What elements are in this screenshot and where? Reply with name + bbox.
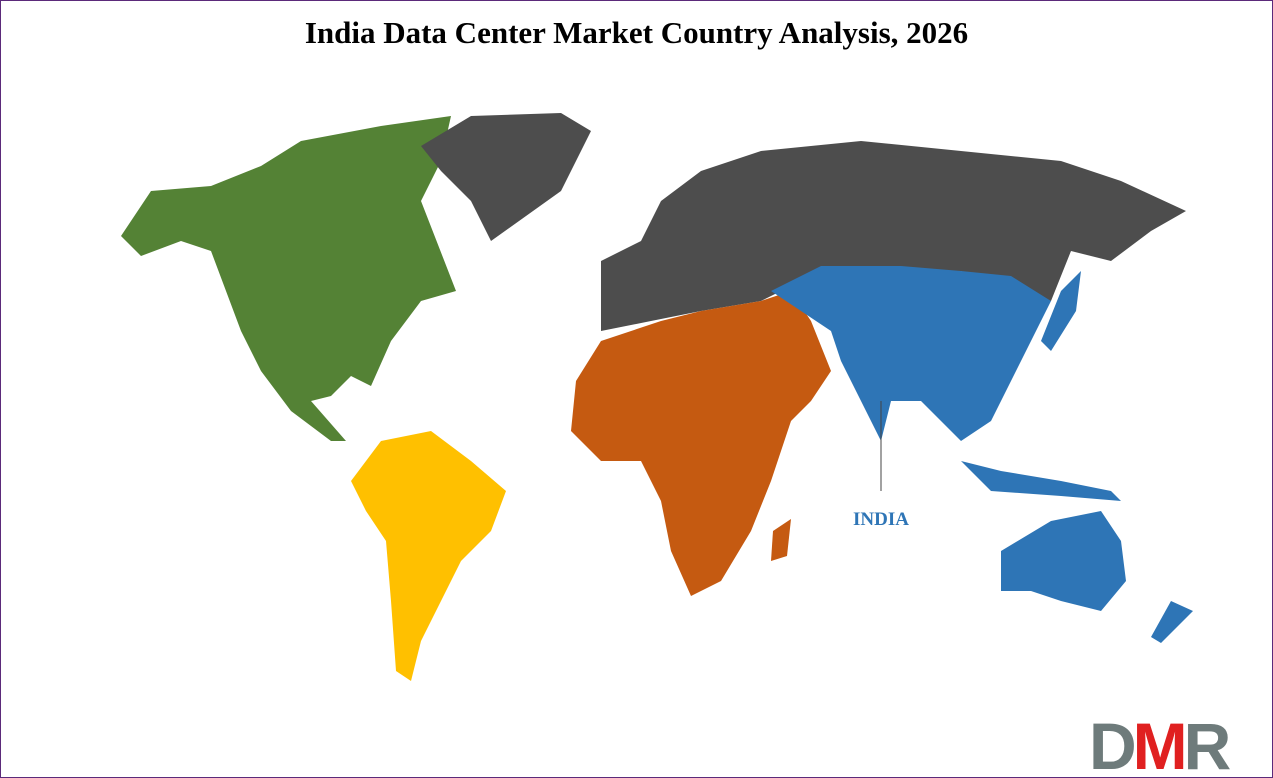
region-south-america [351,431,506,681]
region-new-zealand [1151,601,1193,643]
region-japan [1041,271,1081,351]
region-africa-middle-east [571,291,831,596]
map-title: India Data Center Market Country Analysi… [304,15,969,50]
region-greenland [421,113,591,241]
region-indonesia [961,461,1121,501]
region-north-america [121,116,456,441]
dmr-logo: DMR [1089,709,1231,778]
india-label: INDIA [853,509,909,530]
region-madagascar [771,519,791,561]
region-asia [771,266,1051,441]
region-europe-russia [601,141,1186,331]
region-australia [1001,511,1126,611]
